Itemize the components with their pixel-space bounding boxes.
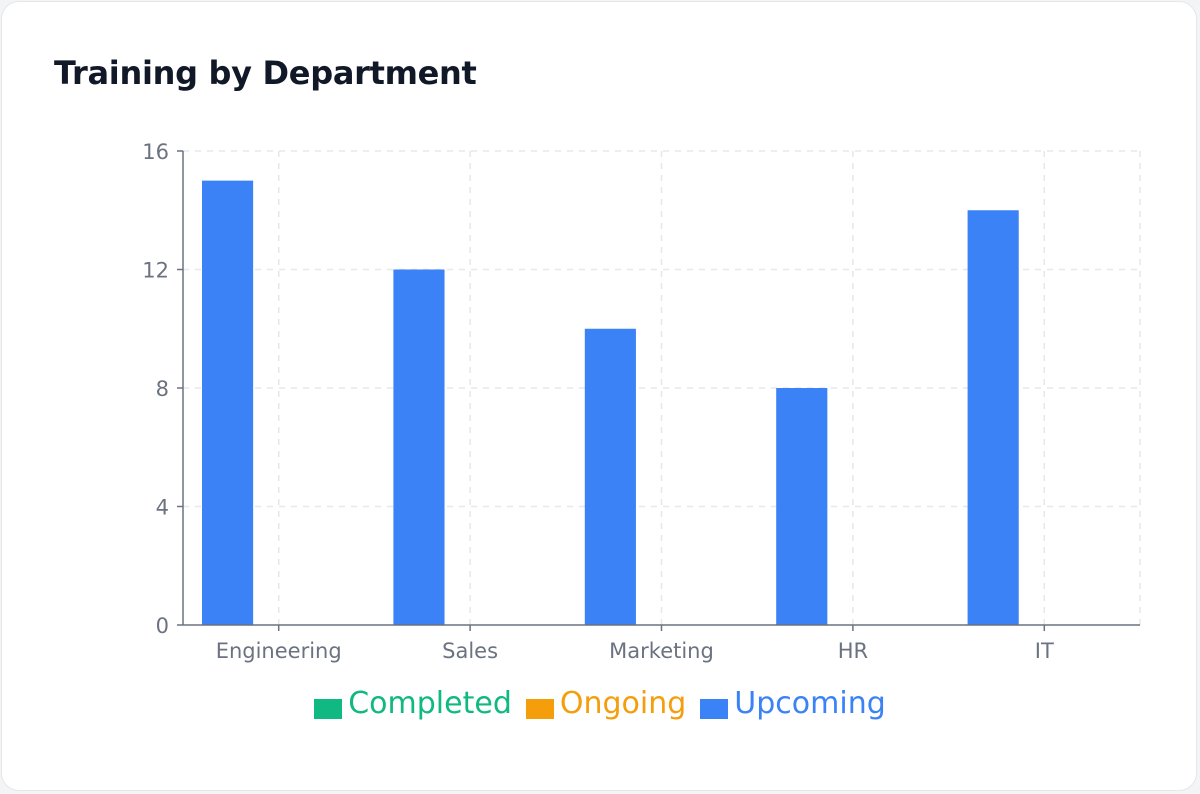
legend: Completed Ongoing Upcoming: [2, 686, 1198, 721]
bar-upcoming-sales[interactable]: [393, 269, 445, 626]
legend-item-completed[interactable]: Completed: [314, 686, 512, 721]
x-tick-label: Marketing: [609, 639, 714, 663]
x-tick-label: HR: [838, 639, 868, 663]
legend-label: Upcoming: [734, 686, 886, 721]
bar-upcoming-engineering[interactable]: [202, 180, 254, 625]
x-axis-ticks: Engineering Sales Marketing HR IT: [216, 639, 1054, 663]
legend-label: Completed: [348, 686, 512, 721]
x-tick-label: Sales: [442, 639, 498, 663]
bars: [202, 180, 1019, 626]
y-tick-label: 12: [142, 259, 169, 283]
axes: [177, 150, 1140, 631]
x-tick-label: IT: [1035, 639, 1054, 663]
legend-swatch: [314, 698, 343, 719]
y-tick-label: 16: [142, 140, 169, 164]
y-tick-label: 8: [156, 377, 169, 401]
chart-title: Training by Department: [54, 54, 477, 92]
bar-upcoming-hr[interactable]: [776, 388, 828, 625]
bar-chart: 0 4 8 12 16 Engineering Sales Marketing HR IT: [142, 140, 1141, 663]
y-axis-ticks: 0 4 8 12 16: [142, 140, 169, 638]
legend-item-ongoing[interactable]: Ongoing: [525, 686, 687, 721]
legend-item-upcoming[interactable]: Upcoming: [700, 686, 886, 721]
x-tick-label: Engineering: [216, 639, 342, 663]
bar-upcoming-marketing[interactable]: [584, 328, 636, 625]
y-tick-label: 4: [156, 496, 169, 520]
legend-label: Ongoing: [559, 686, 687, 721]
legend-swatch: [700, 698, 729, 719]
bar-upcoming-it[interactable]: [967, 210, 1019, 625]
legend-swatch: [525, 698, 554, 719]
y-tick-label: 0: [156, 614, 169, 638]
